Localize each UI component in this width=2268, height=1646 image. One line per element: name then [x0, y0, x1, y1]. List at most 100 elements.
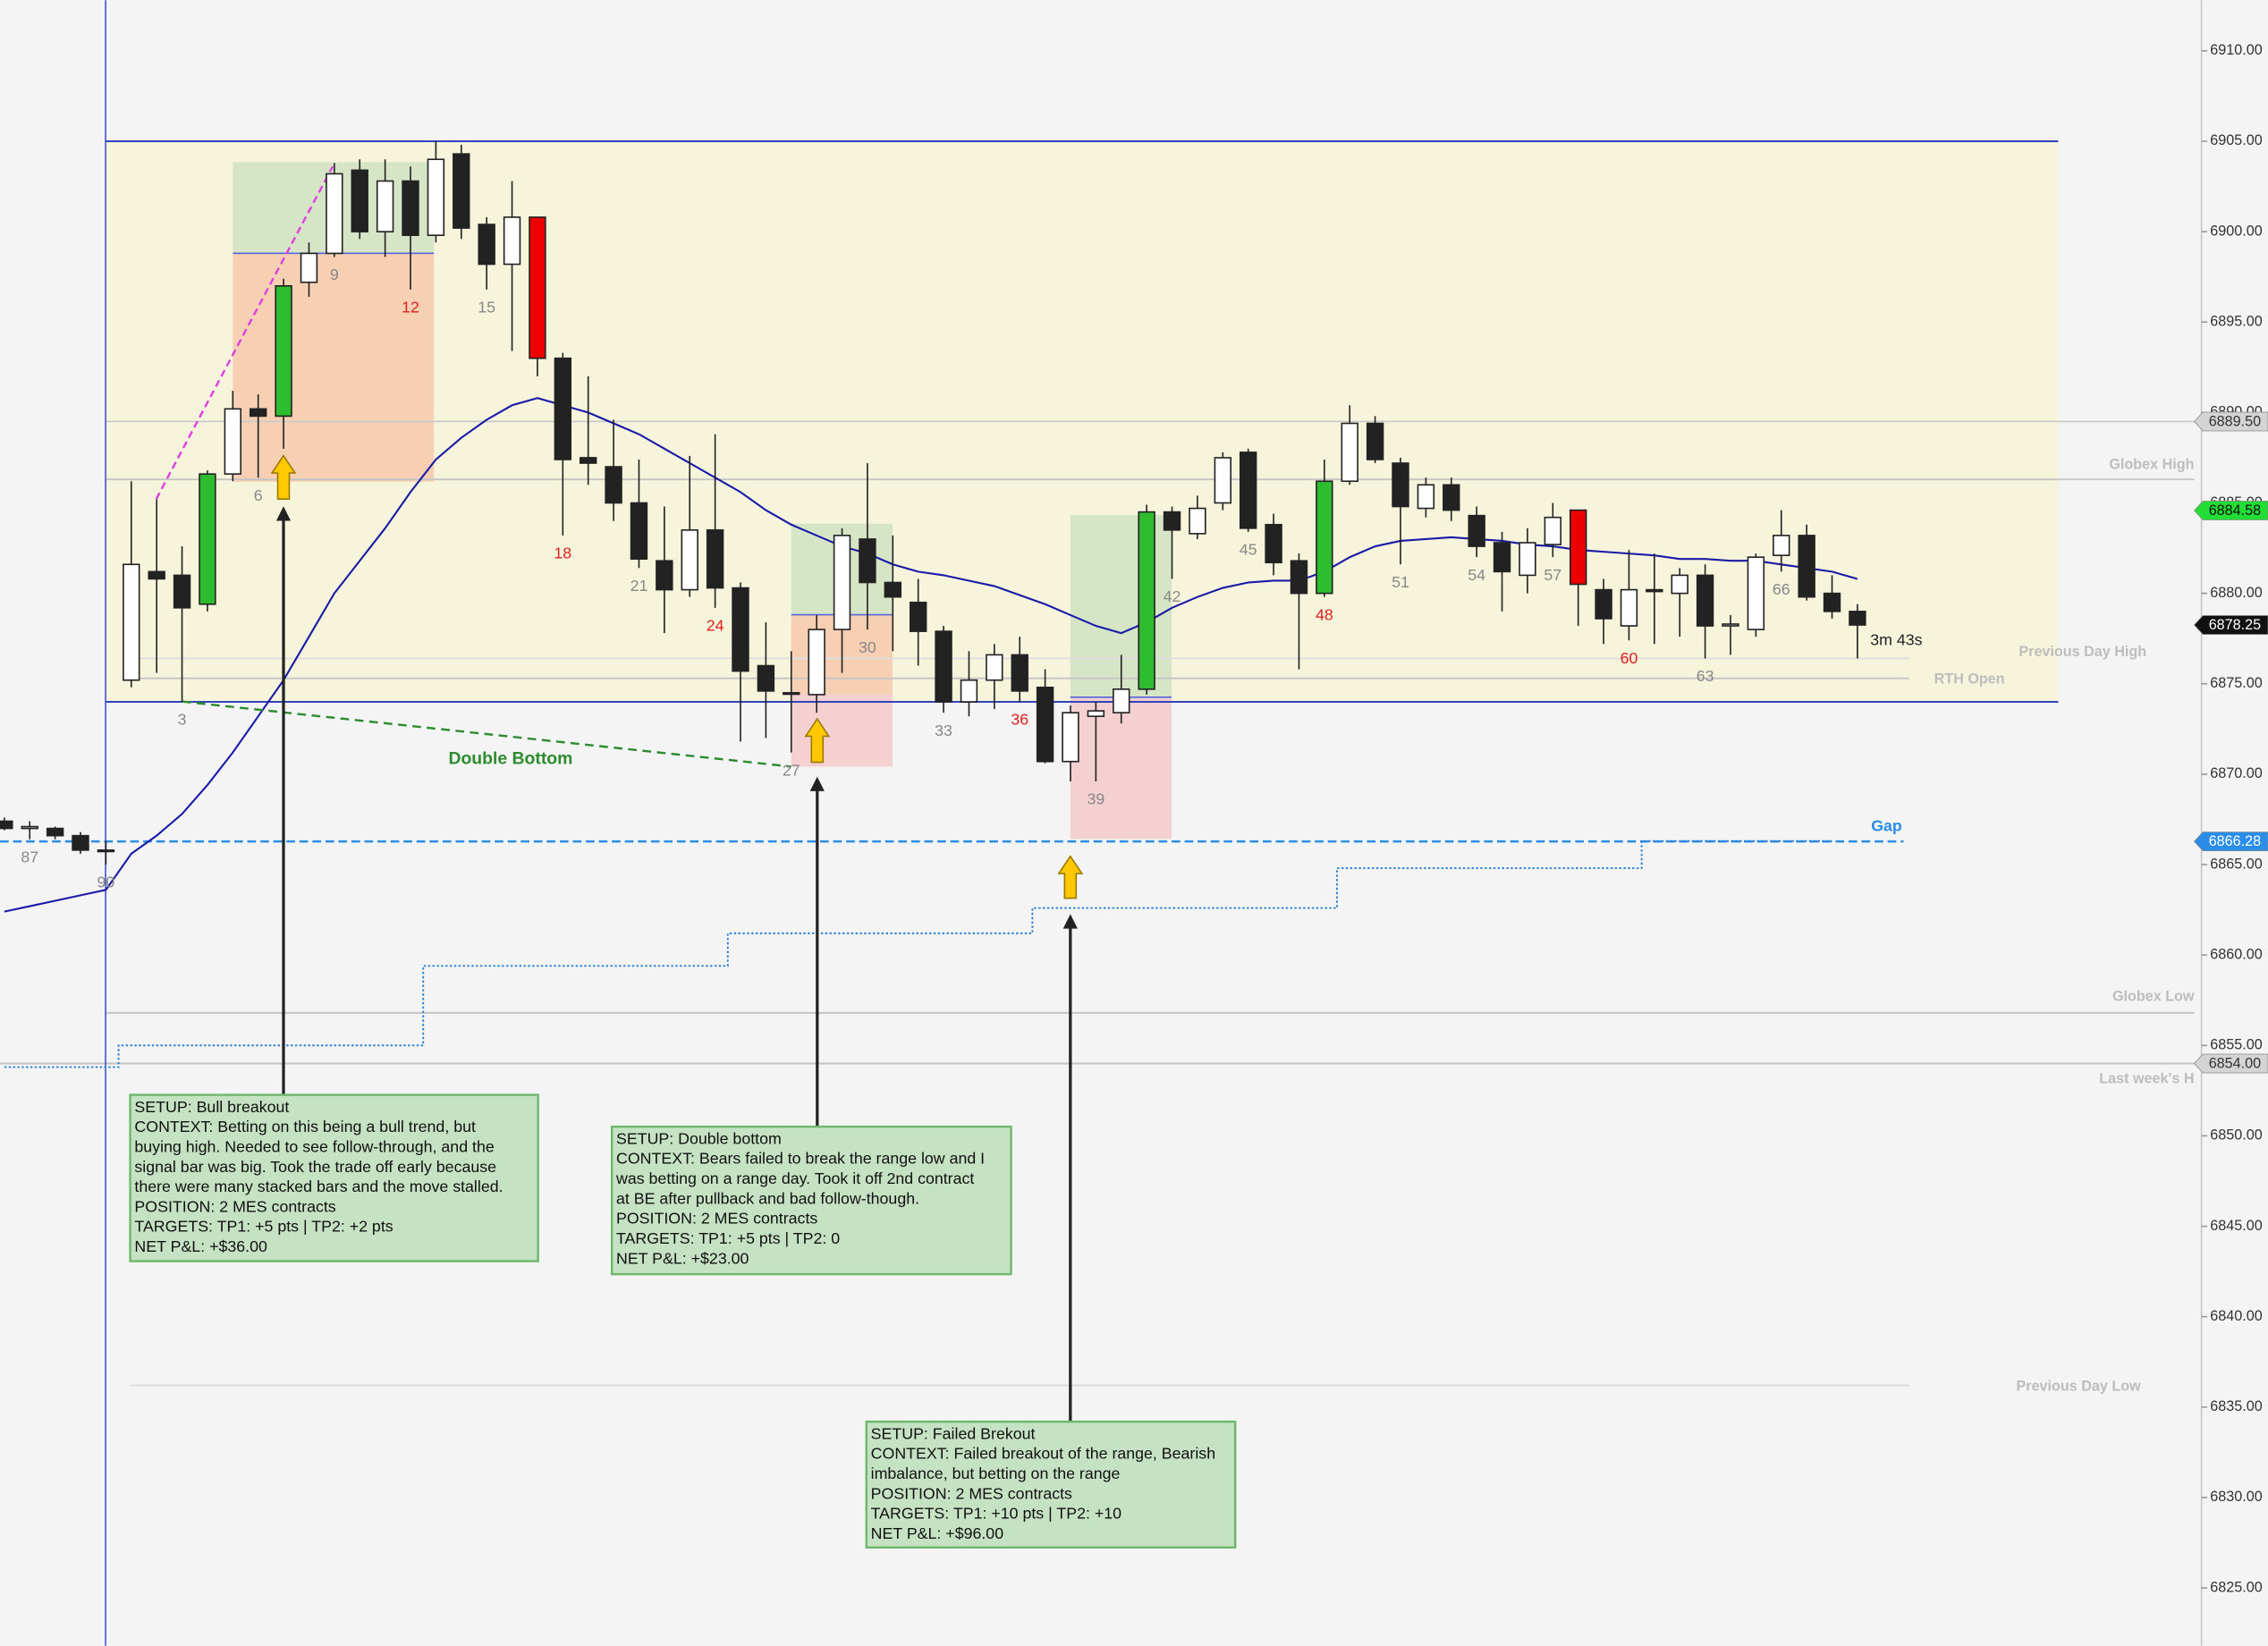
candle-body — [351, 169, 368, 232]
candle-body — [1443, 484, 1460, 511]
candle-body — [1493, 542, 1511, 573]
note-line: TARGETS: TP1: +5 pts | TP2: +2 pts — [134, 1218, 393, 1236]
y-tick-label: 6855.00 — [2210, 1037, 2262, 1053]
pointer-head — [275, 506, 292, 521]
note-line: was betting on a range day. Took it off … — [615, 1169, 974, 1187]
candle-body — [732, 587, 749, 672]
y-tick-label: 6830.00 — [2210, 1489, 2262, 1505]
candle-body — [21, 825, 38, 830]
candle-body — [783, 692, 800, 696]
candle-body — [757, 664, 775, 692]
y-tick-label: 6835.00 — [2210, 1398, 2262, 1414]
candle-body — [72, 834, 89, 851]
y-tick-label: 6880.00 — [2210, 585, 2262, 601]
level-label: Last week's H — [2099, 1071, 2194, 1087]
candle-body — [1620, 588, 1638, 627]
candle-body — [1366, 422, 1384, 460]
candle-body — [300, 252, 318, 283]
note-line: NET P&L: +$36.00 — [134, 1237, 267, 1255]
candle-body — [1417, 484, 1435, 510]
note-line: POSITION: 2 MES contracts — [134, 1197, 335, 1215]
note-line: imbalance, but betting on the range — [871, 1465, 1121, 1482]
note-line: CONTEXT: Betting on this being a bull tr… — [134, 1118, 476, 1135]
y-tick-label: 6860.00 — [2210, 946, 2262, 962]
note-box — [610, 1125, 1012, 1276]
price-tag — [2193, 615, 2268, 635]
note-line: SETUP: Double bottom — [616, 1129, 782, 1147]
bar-number: 45 — [1240, 541, 1257, 559]
candle-body — [224, 408, 242, 475]
price-tag-label: 6866.28 — [2209, 833, 2261, 849]
note-box — [129, 1093, 539, 1262]
bar-number: 27 — [783, 761, 800, 779]
price-tag-label: 6889.50 — [2209, 414, 2261, 430]
note-line: NET P&L: +$23.00 — [616, 1249, 749, 1267]
bar-number: 33 — [935, 722, 952, 739]
bar-number: 6 — [254, 486, 263, 504]
candle-body — [935, 630, 952, 703]
price-tag — [2193, 501, 2268, 520]
candle-body — [706, 529, 724, 589]
note-line: TARGETS: TP1: +10 pts | TP2: +10 — [871, 1505, 1121, 1523]
candle-body — [986, 654, 1003, 681]
note-line: CONTEXT: Failed breakout of the range, B… — [871, 1445, 1215, 1463]
candle-body — [833, 535, 851, 630]
y-tick-label: 6825.00 — [2210, 1579, 2262, 1595]
candle-body — [123, 563, 140, 681]
bar-number: 21 — [630, 577, 648, 595]
candle-body — [1747, 556, 1765, 630]
candle-body — [1544, 516, 1562, 545]
candle-body — [1722, 623, 1739, 627]
candle-body — [1468, 514, 1485, 547]
level-label: Previous Day High — [2018, 644, 2146, 660]
candle-body — [453, 153, 470, 229]
candle-body — [1163, 511, 1181, 531]
note-line: SETUP: Failed Brekout — [871, 1424, 1036, 1442]
bar-number: 36 — [1011, 711, 1028, 729]
price-tag — [2193, 831, 2268, 852]
candle-body — [1823, 592, 1841, 612]
note-line: POSITION: 2 MES contracts — [871, 1484, 1072, 1502]
bar-number: 63 — [1697, 667, 1714, 685]
candle-body — [1214, 457, 1232, 504]
pointer-head — [809, 776, 825, 791]
y-tick-label: 6865.00 — [2210, 856, 2262, 872]
candle-body — [503, 216, 521, 266]
price-tag — [2193, 1053, 2268, 1074]
candle-body — [1392, 462, 1409, 508]
candle-body — [1087, 710, 1105, 717]
candle-body — [808, 629, 825, 696]
price-tag — [2193, 411, 2268, 432]
entry-arrow — [1057, 855, 1084, 899]
note-line: CONTEXT: Bears failed to break the range… — [616, 1150, 985, 1168]
candle-body — [681, 529, 698, 591]
bar-number: 66 — [1773, 580, 1790, 598]
candle-body — [554, 357, 572, 460]
candle-body — [1341, 422, 1358, 483]
candle-body — [1849, 611, 1866, 626]
candle-body — [529, 216, 546, 359]
candle-body — [1798, 535, 1815, 598]
bar-number: 42 — [1164, 587, 1181, 605]
candle-body — [1773, 535, 1790, 556]
candle-body — [1265, 523, 1282, 564]
candle-body — [1569, 509, 1587, 586]
candle-body — [605, 466, 622, 504]
candle-body — [148, 570, 165, 580]
candle-body — [1646, 588, 1663, 593]
y-tick-label: 6875.00 — [2210, 675, 2262, 691]
level-label: Previous Day Low — [2017, 1378, 2142, 1394]
bar-number: 57 — [1544, 566, 1561, 584]
candle-body — [1011, 654, 1028, 692]
bar-number: 9 — [330, 266, 339, 283]
candle-body — [884, 581, 902, 598]
bar-number: 60 — [1621, 649, 1638, 667]
entry-arrow — [270, 454, 297, 501]
bar-number: 51 — [1392, 573, 1409, 591]
price-tag-label: 6884.58 — [2209, 502, 2261, 519]
indicators — [4, 397, 1858, 1068]
y-tick-label: 6895.00 — [2210, 314, 2262, 330]
trend-line — [155, 165, 334, 500]
